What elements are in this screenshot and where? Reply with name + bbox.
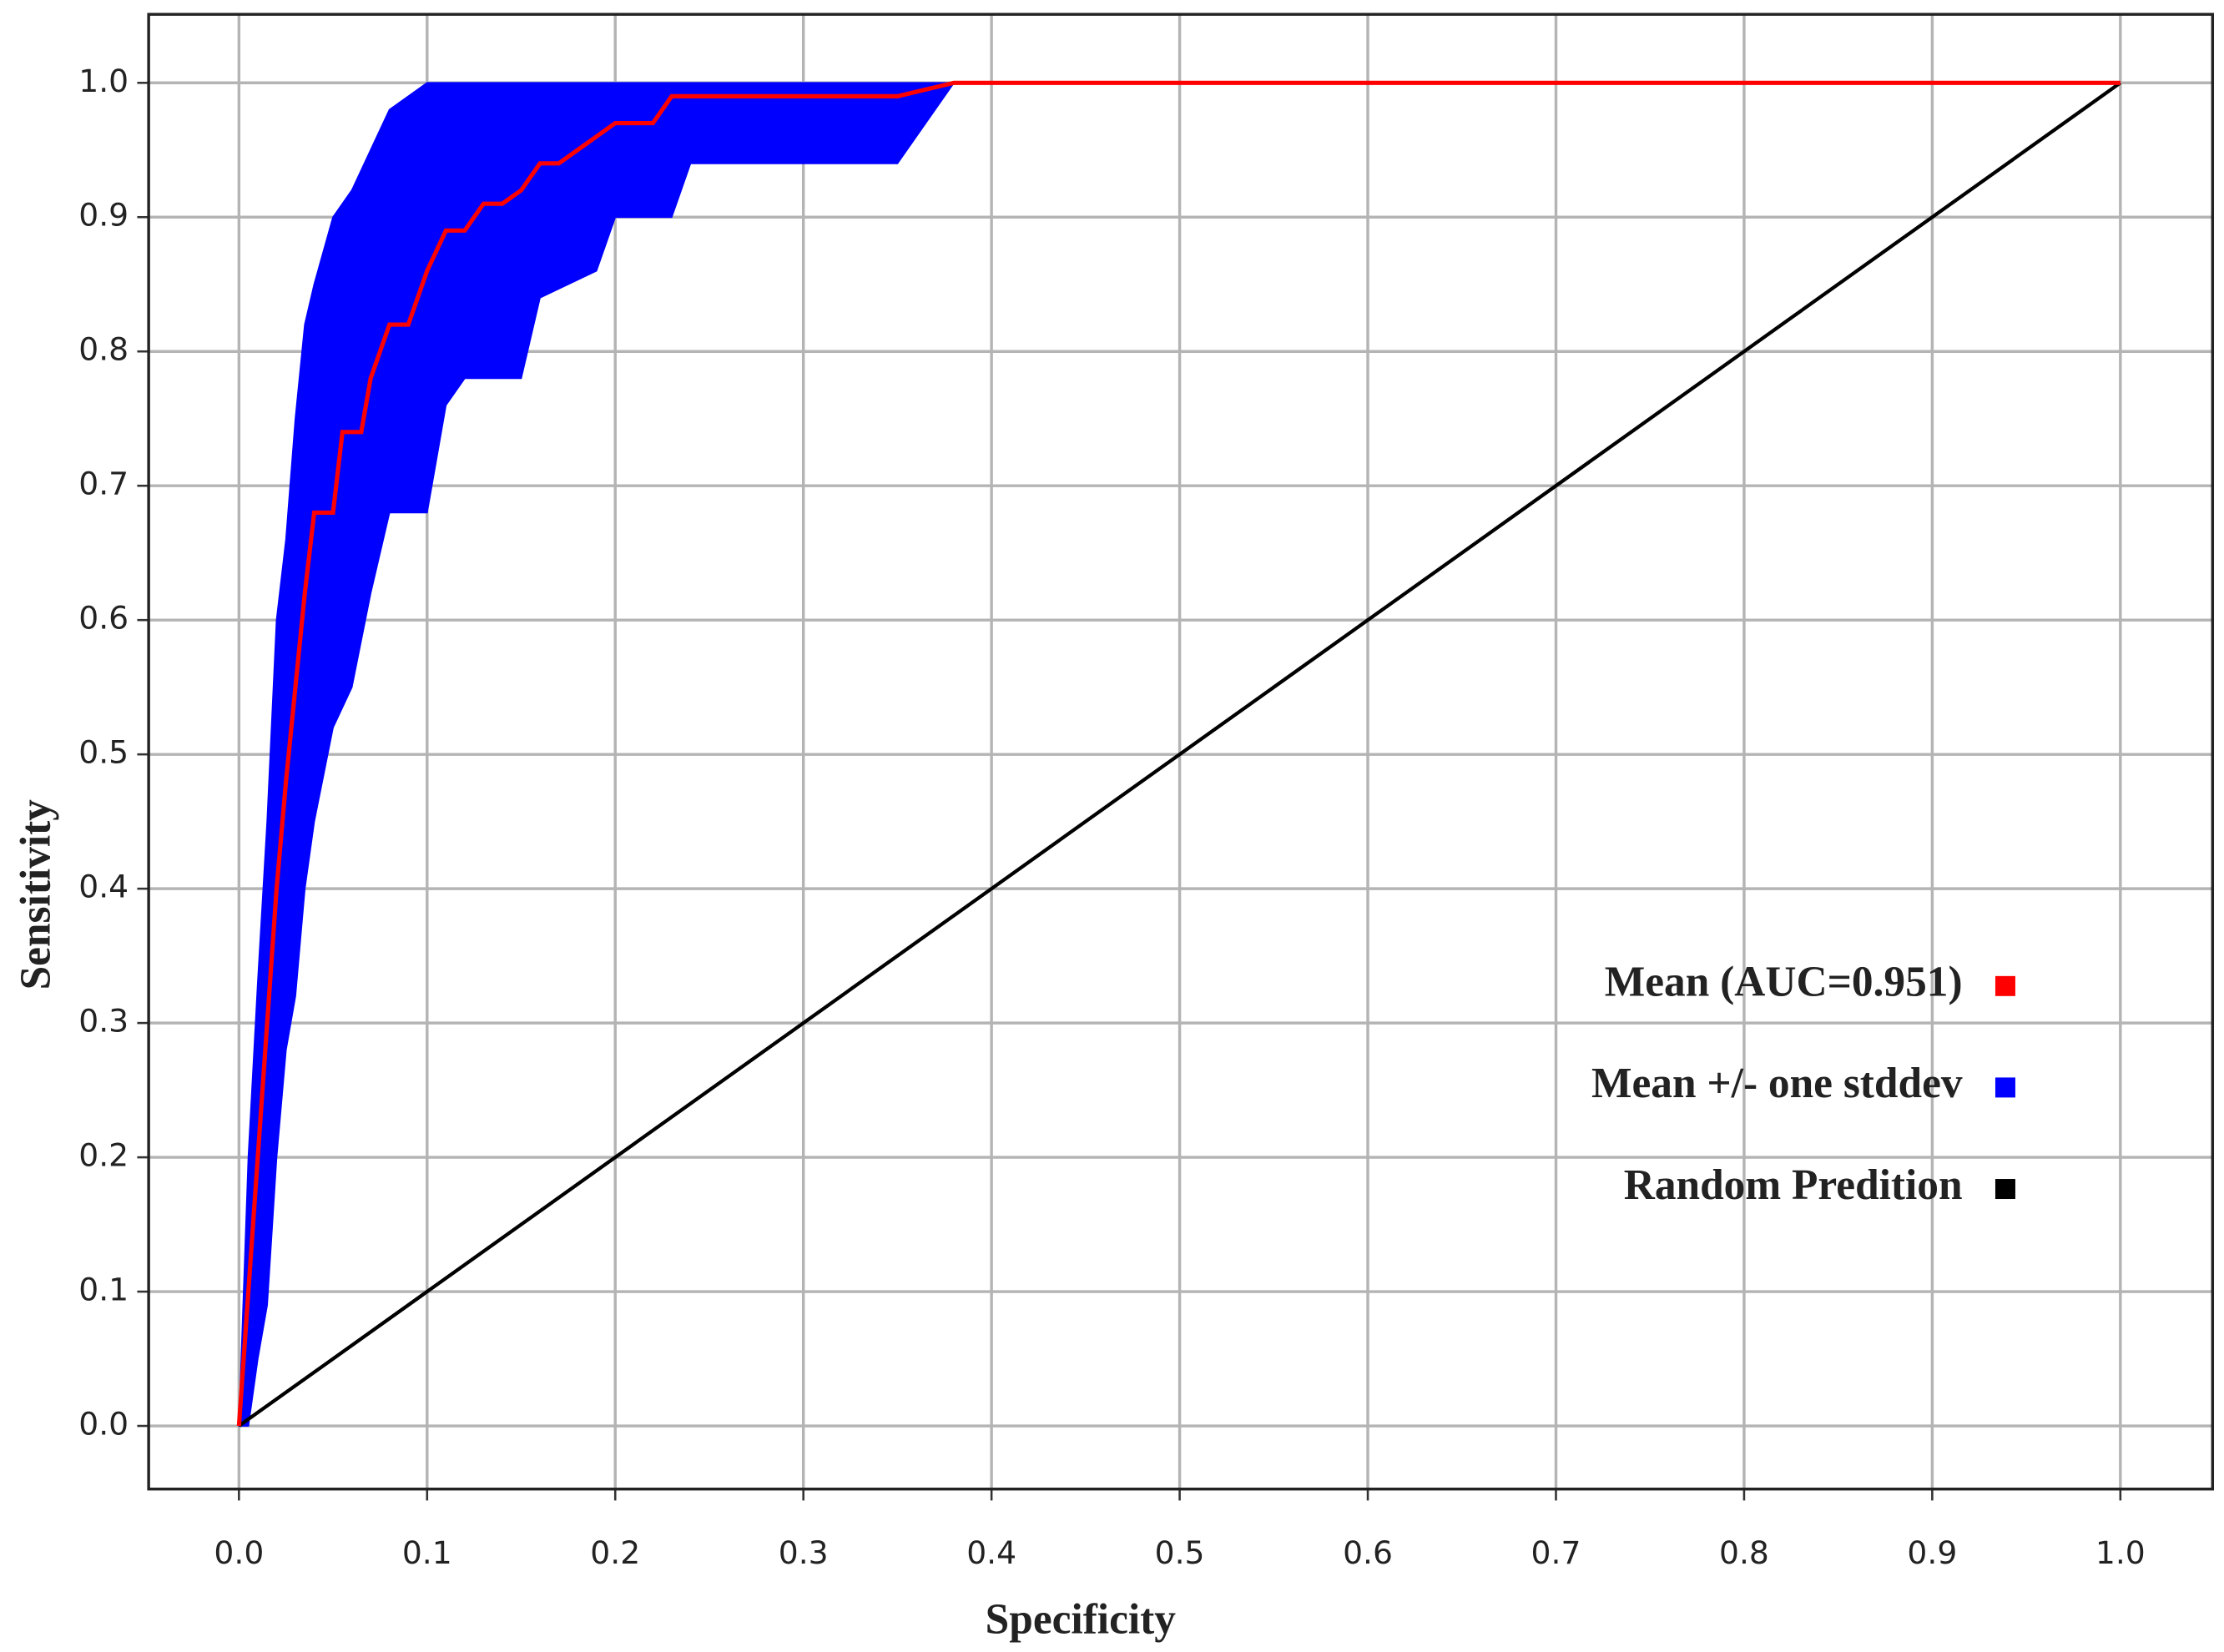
legend-label: Mean +/- one stddev (1591, 1060, 1963, 1107)
line-series (238, 81, 2122, 1428)
legend-swatch (1995, 1179, 2015, 1200)
y-tick-label: 0.1 (78, 1272, 129, 1308)
legend-swatch (1995, 1077, 2015, 1098)
y-tick-label: 0.6 (78, 600, 129, 637)
y-tick-label: 0.0 (78, 1406, 129, 1443)
x-tick-label: 0.2 (590, 1534, 640, 1571)
y-tick-label: 0.2 (78, 1137, 129, 1174)
x-tick-label: 0.4 (966, 1534, 1016, 1571)
y-tick-label: 1.0 (78, 63, 129, 99)
x-tick-label: 1.0 (2095, 1534, 2146, 1571)
legend-label: Random Predition (1624, 1161, 1963, 1209)
y-tick-label: 0.9 (78, 197, 129, 234)
x-tick-label: 0.6 (1343, 1534, 1393, 1571)
y-tick-label: 0.3 (78, 1003, 129, 1040)
legend-swatch (1995, 975, 2015, 996)
plot-frame (147, 13, 2215, 1491)
x-axis-label: Specificity (986, 1595, 1177, 1643)
legend-label: Mean (AUC=0.951) (1605, 959, 1963, 1006)
line-series (236, 80, 2121, 1427)
x-tick-label: 0.9 (1907, 1534, 1957, 1571)
x-tick-label: 0.1 (402, 1534, 452, 1571)
x-tick-label: 0.0 (214, 1534, 264, 1571)
y-tick-label: 0.4 (78, 869, 129, 905)
y-axis-label: Sensitivity (13, 799, 60, 990)
y-tick-label: 0.5 (78, 734, 129, 771)
x-tick-label: 0.8 (1719, 1534, 1769, 1571)
y-tick-label: 0.7 (78, 466, 129, 502)
y-tick-label: 0.8 (78, 331, 129, 368)
band (238, 82, 2121, 1427)
x-tick-label: 0.3 (779, 1534, 829, 1571)
x-tick-label: 0.7 (1531, 1534, 1581, 1571)
x-tick-label: 0.5 (1155, 1534, 1205, 1571)
